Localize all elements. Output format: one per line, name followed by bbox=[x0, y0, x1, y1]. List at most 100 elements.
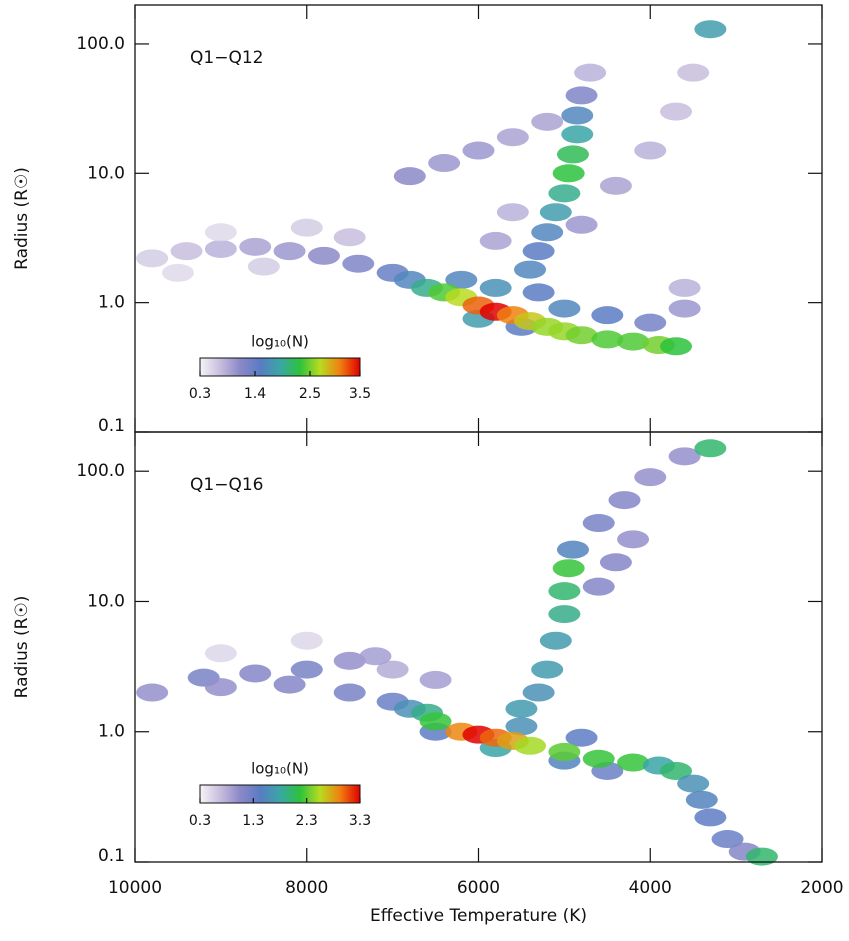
density-cell bbox=[617, 332, 650, 351]
density-cell bbox=[522, 683, 555, 702]
density-cell bbox=[634, 141, 667, 160]
density-cell bbox=[514, 736, 547, 755]
density-cell bbox=[668, 278, 701, 297]
density-cell bbox=[539, 203, 572, 222]
density-cell bbox=[548, 299, 581, 318]
density-cell bbox=[668, 299, 701, 318]
density-cell bbox=[660, 761, 693, 780]
density-cell bbox=[505, 717, 538, 736]
density-cell bbox=[531, 223, 564, 242]
density-cell bbox=[582, 577, 615, 596]
density-cell bbox=[745, 847, 778, 866]
density-cell bbox=[428, 154, 461, 173]
density-cell bbox=[531, 660, 564, 679]
density-cell bbox=[247, 257, 280, 276]
panel-label: Q1−Q12 bbox=[190, 48, 263, 68]
colorbar-tick-label: 3.5 bbox=[349, 386, 371, 402]
density-cell bbox=[462, 141, 495, 160]
colorbar bbox=[199, 784, 361, 804]
density-cell bbox=[522, 283, 555, 302]
colorbar-label: log₁₀(N) bbox=[251, 760, 309, 778]
y-axis-label: Radius (R☉) bbox=[12, 596, 32, 699]
density-cell bbox=[393, 167, 426, 186]
y-tick-label: 0.1 bbox=[98, 846, 125, 866]
density-cell bbox=[660, 102, 693, 121]
density-cell bbox=[522, 242, 555, 261]
x-axis-label: Effective Temperature (K) bbox=[370, 906, 587, 926]
density-cell bbox=[376, 660, 409, 679]
density-cell bbox=[548, 605, 581, 624]
density-cell bbox=[694, 20, 727, 39]
density-cell bbox=[290, 660, 323, 679]
density-cell bbox=[565, 326, 598, 345]
density-cell bbox=[634, 468, 667, 487]
density-cell bbox=[496, 203, 529, 222]
y-tick-label: 100.0 bbox=[76, 34, 125, 54]
density-cell bbox=[552, 559, 585, 578]
colorbar-label: log₁₀(N) bbox=[251, 333, 309, 351]
panel-label: Q1−Q16 bbox=[190, 475, 263, 495]
density-cell bbox=[496, 128, 529, 147]
density-cell bbox=[514, 260, 547, 279]
density-cell bbox=[170, 242, 203, 261]
density-cell bbox=[548, 582, 581, 601]
density-cell bbox=[273, 242, 306, 261]
density-cell bbox=[694, 808, 727, 827]
y-tick-label: 10.0 bbox=[87, 591, 125, 611]
density-cell bbox=[531, 112, 564, 131]
density-cell bbox=[539, 631, 572, 650]
density-cell bbox=[574, 63, 607, 82]
density-cell bbox=[561, 125, 594, 144]
colorbar bbox=[199, 357, 361, 377]
density-cell bbox=[660, 337, 693, 356]
y-tick-label: 100.0 bbox=[76, 461, 125, 481]
density-cell bbox=[342, 254, 375, 273]
x-tick-label: 4000 bbox=[629, 878, 672, 898]
density-cell bbox=[505, 699, 538, 718]
density-cell bbox=[419, 670, 452, 689]
density-cell bbox=[668, 447, 701, 466]
x-tick-label: 10000 bbox=[108, 878, 162, 898]
density-cell bbox=[565, 86, 598, 105]
density-cell bbox=[419, 712, 452, 731]
density-cell bbox=[290, 218, 323, 237]
y-tick-label: 1.0 bbox=[98, 722, 125, 742]
density-cell bbox=[591, 330, 624, 349]
density-cell bbox=[333, 651, 366, 670]
density-cell bbox=[617, 753, 650, 772]
density-cell bbox=[561, 106, 594, 125]
density-cell bbox=[239, 237, 272, 256]
density-cell bbox=[556, 540, 589, 559]
density-cell bbox=[711, 830, 744, 849]
density-cell bbox=[617, 530, 650, 549]
x-tick-label: 6000 bbox=[457, 878, 500, 898]
density-cell bbox=[599, 553, 632, 572]
y-tick-label: 10.0 bbox=[87, 163, 125, 183]
colorbar-tick-label: 1.3 bbox=[242, 813, 264, 829]
density-cell bbox=[565, 215, 598, 234]
y-axis-label: Radius (R☉) bbox=[12, 167, 32, 270]
colorbar-tick-label: 3.3 bbox=[349, 813, 371, 829]
density-cell bbox=[582, 514, 615, 533]
density-cell bbox=[677, 63, 710, 82]
density-cell bbox=[161, 263, 194, 282]
colorbar-tick-label: 1.4 bbox=[244, 386, 266, 402]
density-cell bbox=[273, 675, 306, 694]
density-cell bbox=[333, 683, 366, 702]
colorbar-tick-label: 2.3 bbox=[296, 813, 318, 829]
density-cell bbox=[677, 774, 710, 793]
colorbar-tick-label: 0.3 bbox=[189, 813, 211, 829]
density-cell bbox=[552, 164, 585, 183]
density-cell bbox=[608, 491, 641, 510]
density-cell bbox=[591, 306, 624, 325]
density-cell bbox=[565, 728, 598, 747]
density-cell bbox=[634, 313, 667, 332]
x-tick-label: 2000 bbox=[800, 878, 843, 898]
density-cell bbox=[204, 223, 237, 242]
colorbar-tick-label: 0.3 bbox=[189, 386, 211, 402]
density-cell bbox=[548, 184, 581, 203]
density-cell bbox=[599, 176, 632, 195]
density-cell bbox=[479, 231, 512, 250]
y-tick-label: 1.0 bbox=[98, 293, 125, 313]
